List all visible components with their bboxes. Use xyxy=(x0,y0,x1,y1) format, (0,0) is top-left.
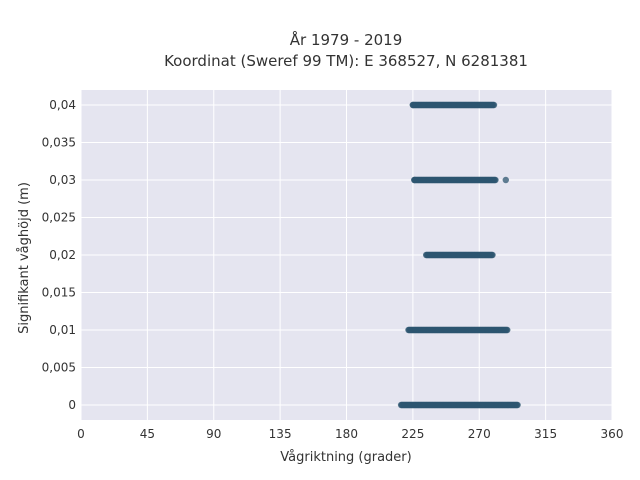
y-tick-label: 0,005 xyxy=(42,361,76,375)
data-point xyxy=(411,176,418,184)
data-point xyxy=(489,251,496,259)
data-point xyxy=(492,176,499,184)
data-point xyxy=(409,101,417,109)
x-tick-label: 135 xyxy=(269,427,292,441)
y-tick-labels: 0 0,005 0,01 0,015 0,02 0,025 0,03 0,035 0,04 xyxy=(42,98,76,412)
data-point xyxy=(504,326,511,334)
y-tick-label: 0,035 xyxy=(42,136,76,150)
y-tick-label: 0,02 xyxy=(49,248,76,262)
y-axis-label: Signifikant våghöjd (m) xyxy=(17,182,32,334)
x-tick-labels: 0 45 90 135 180 225 270 315 360 xyxy=(77,427,623,441)
x-axis-label: Vågriktning (grader) xyxy=(280,450,411,465)
x-tick-label: 315 xyxy=(534,427,557,441)
data-point xyxy=(502,176,509,184)
x-tick-label: 45 xyxy=(140,427,155,441)
data-points xyxy=(397,101,521,409)
data-point xyxy=(490,101,498,109)
x-tick-label: 360 xyxy=(601,427,624,441)
y-tick-label: 0,03 xyxy=(49,173,76,187)
y-tick-label: 0,04 xyxy=(49,98,76,112)
x-tick-label: 90 xyxy=(206,427,221,441)
x-tick-label: 180 xyxy=(335,427,358,441)
x-tick-label: 0 xyxy=(77,427,85,441)
x-tick-label: 225 xyxy=(401,427,424,441)
y-tick-label: 0,01 xyxy=(49,323,76,337)
y-tick-label: 0 xyxy=(68,398,76,412)
chart-title-line-1: År 1979 - 2019 xyxy=(290,30,403,49)
y-tick-label: 0,025 xyxy=(42,211,76,225)
chart-title-line-2: Koordinat (Sweref 99 TM): E 368527, N 62… xyxy=(164,52,528,70)
x-tick-label: 270 xyxy=(468,427,491,441)
data-point xyxy=(514,401,521,409)
grid-lines xyxy=(80,90,613,420)
y-tick-label: 0,015 xyxy=(42,286,76,300)
